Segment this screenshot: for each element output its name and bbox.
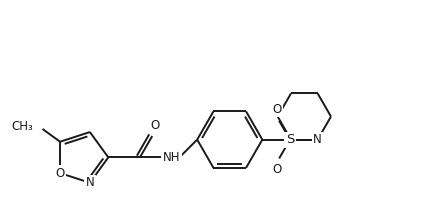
Text: N: N	[86, 176, 94, 189]
Text: NH: NH	[163, 151, 180, 164]
Text: O: O	[273, 103, 282, 116]
Text: O: O	[273, 163, 282, 176]
Text: CH₃: CH₃	[11, 120, 32, 133]
Text: O: O	[151, 119, 160, 132]
Text: N: N	[313, 133, 322, 146]
Text: S: S	[286, 133, 294, 146]
Text: O: O	[55, 167, 65, 180]
Text: N: N	[313, 133, 322, 146]
